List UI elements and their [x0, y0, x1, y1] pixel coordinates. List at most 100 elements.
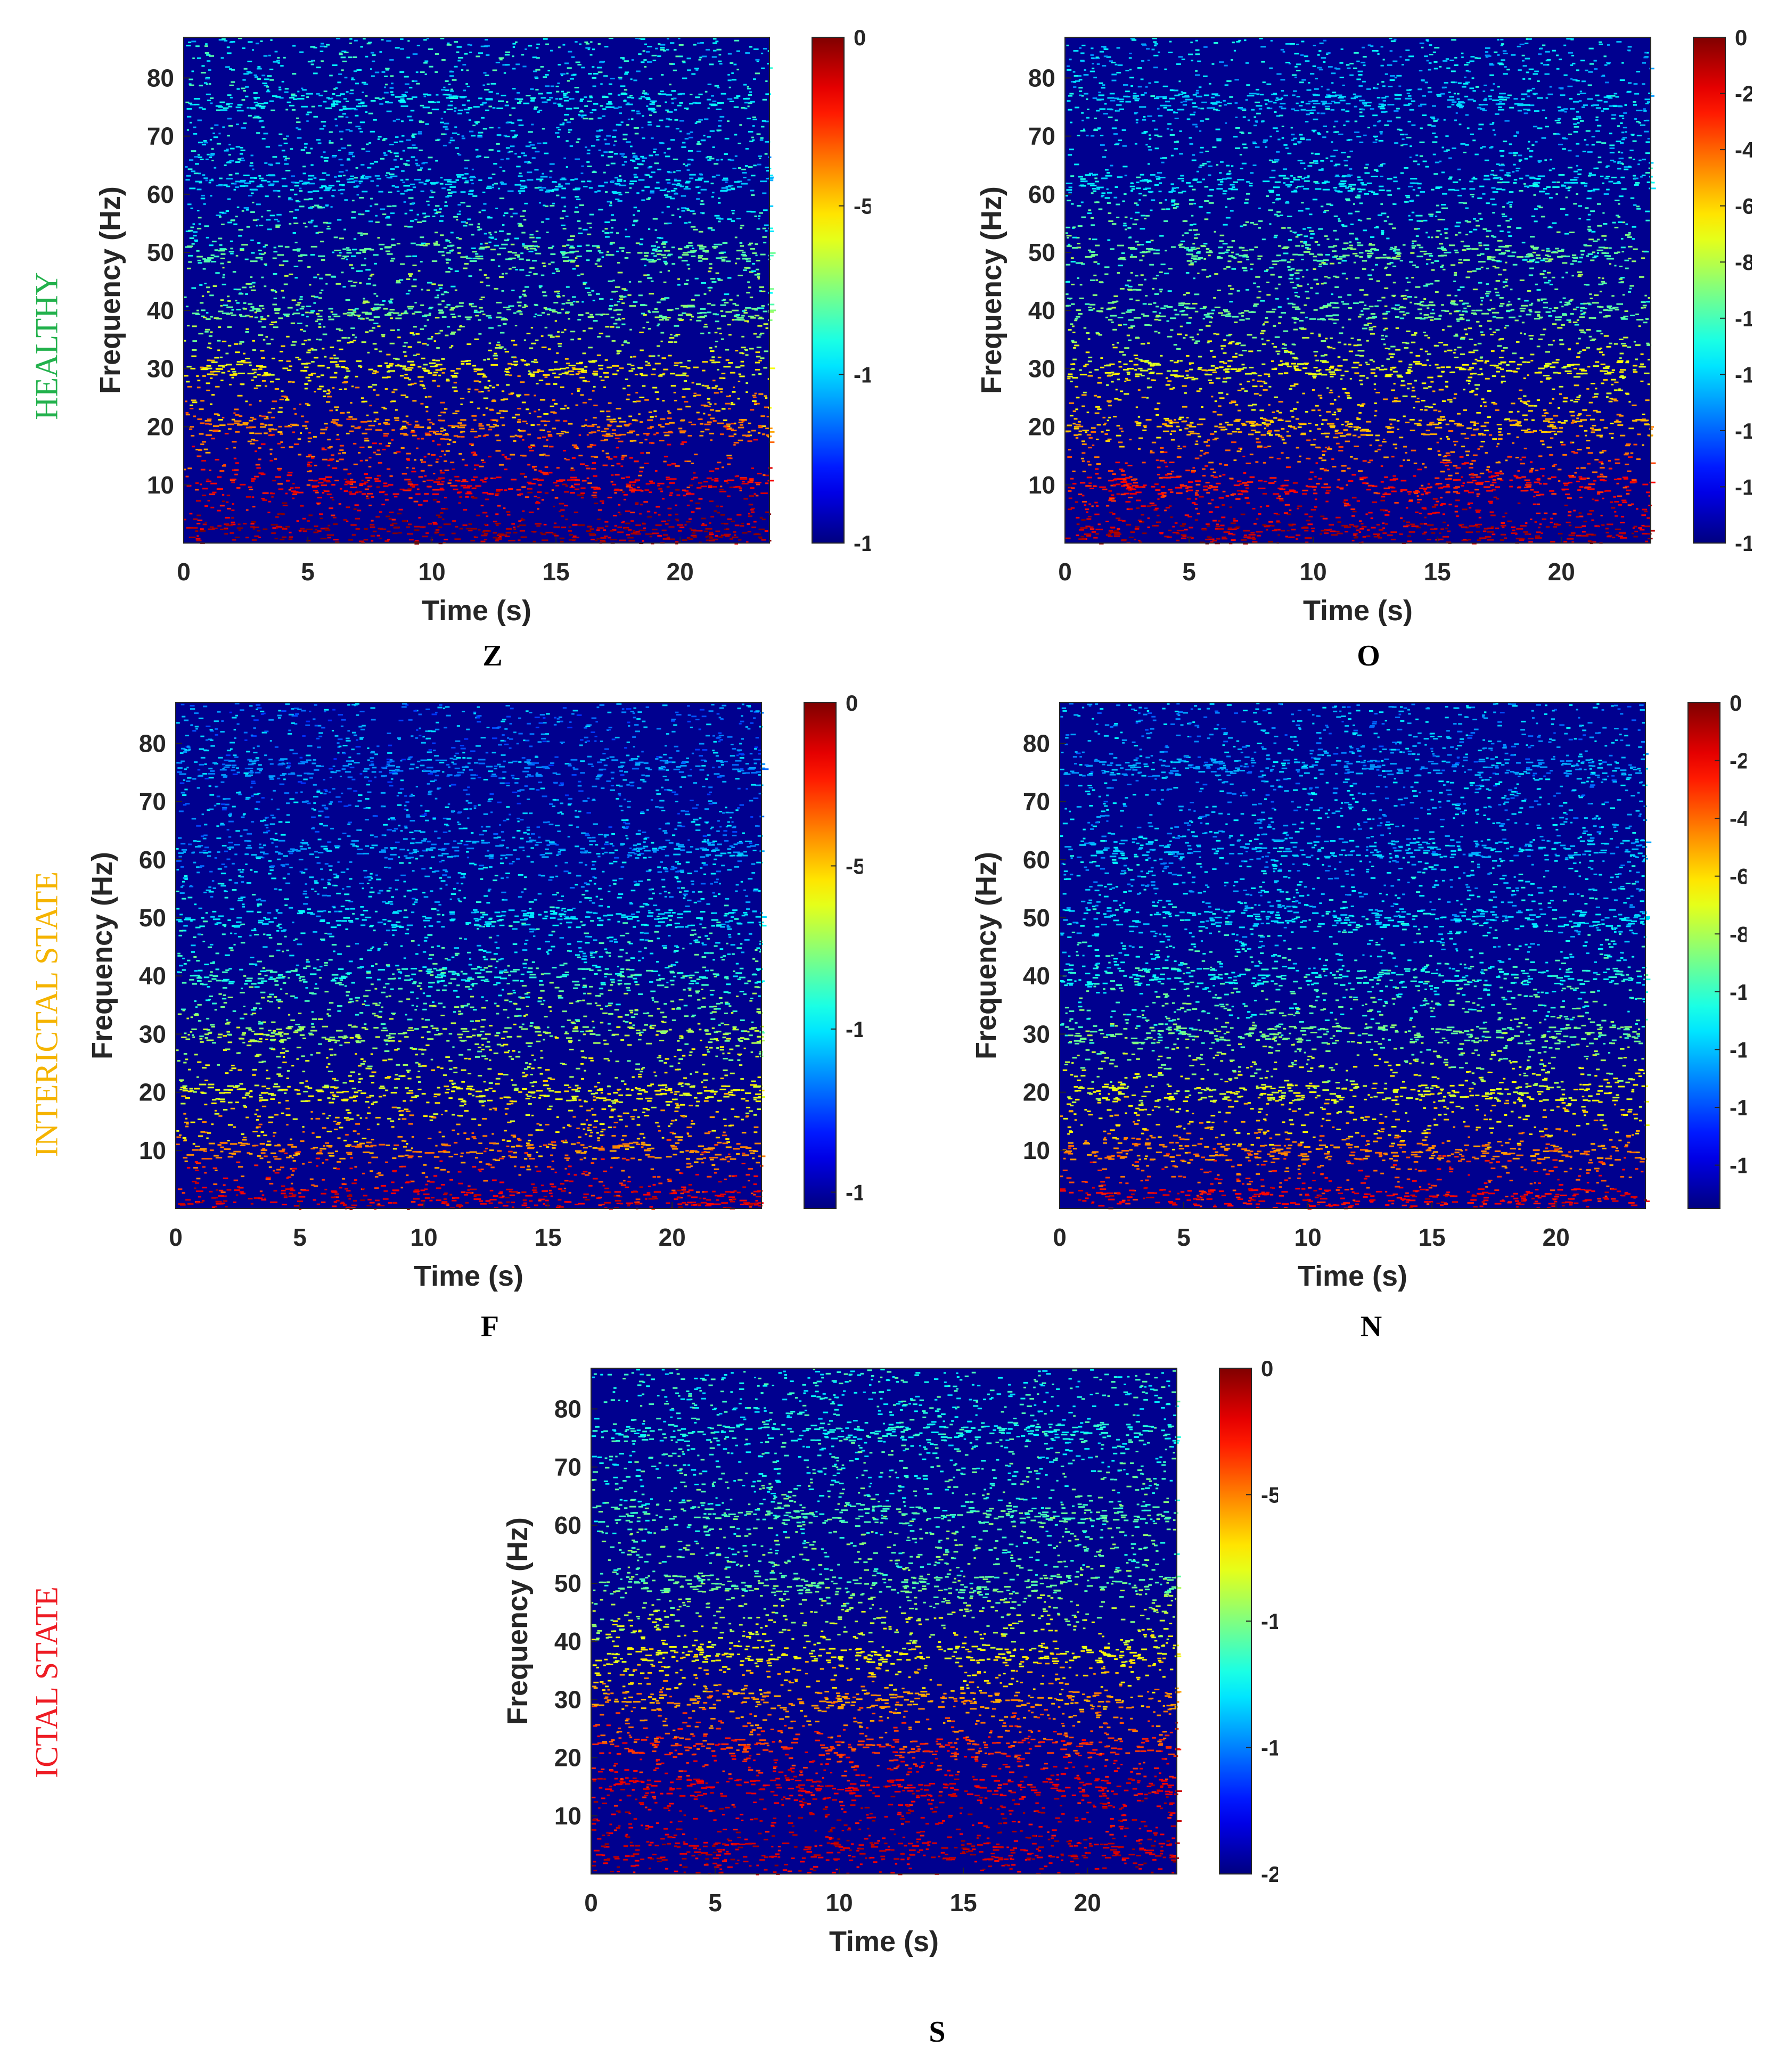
colorbar-tick-label: 0 — [846, 695, 858, 716]
plot-frame — [183, 37, 770, 544]
x-tick-label: 20 — [1074, 1889, 1101, 1917]
colorbar-tick-label: -60 — [1730, 864, 1747, 889]
row-label-ictal: ICTAL STATE — [29, 1586, 65, 1778]
panel-caption-s: S — [929, 2015, 945, 2049]
x-axis-label: Time (s) — [1303, 595, 1413, 627]
colorbar-tick-label: -150 — [854, 531, 871, 556]
band-mark — [1065, 1025, 1643, 1045]
band-mark — [181, 1025, 765, 1045]
colorbar-tick-label: -100 — [1735, 306, 1752, 331]
y-tick-label: 20 — [1023, 1079, 1050, 1106]
y-tick-label: 50 — [139, 904, 166, 932]
panel-caption-o: O — [1357, 639, 1380, 673]
y-tick-label: 10 — [1023, 1137, 1050, 1164]
band-mark — [599, 1778, 1182, 1797]
y-tick-label: 30 — [147, 355, 174, 382]
colorbar-tick-label: -120 — [1735, 362, 1752, 387]
y-tick-label: 70 — [554, 1453, 581, 1481]
band-mark — [1070, 476, 1656, 496]
band-mark — [185, 174, 774, 193]
x-tick-label: 0 — [169, 1223, 183, 1251]
y-tick-label: 20 — [147, 413, 174, 441]
x-tick-label: 15 — [1419, 1223, 1446, 1251]
panel-caption-n: N — [1361, 1310, 1382, 1344]
y-tick-label: 10 — [554, 1802, 581, 1830]
spectrogram-svg: 0 5 10 15 20 10 20 30 40 50 60 70 80 Time (s) Frequenc… — [94, 25, 898, 627]
x-tick-label: 5 — [708, 1889, 722, 1917]
x-tick-label: 5 — [1182, 558, 1196, 586]
band-mark — [180, 1083, 765, 1103]
y-axis-label: Frequency (Hz) — [980, 186, 1007, 394]
band-mark — [593, 1842, 1180, 1861]
plot-frame — [1064, 37, 1651, 544]
band-mark — [1066, 301, 1649, 321]
band-mark — [599, 1574, 1181, 1594]
x-tick-label: 15 — [1424, 558, 1451, 586]
y-tick-label: 50 — [1028, 239, 1055, 266]
band-mark — [1068, 1083, 1650, 1103]
band-mark — [184, 360, 775, 379]
x-tick-label: 5 — [301, 558, 315, 586]
band-mark — [1060, 967, 1651, 986]
x-tick-label: 15 — [535, 1223, 562, 1251]
y-tick-label: 50 — [1023, 904, 1050, 932]
x-tick-label: 5 — [293, 1223, 307, 1251]
y-tick-label: 60 — [1023, 846, 1050, 874]
band-mark — [1063, 758, 1642, 777]
band-mark — [186, 476, 774, 496]
band-mark — [185, 243, 776, 263]
y-tick-label: 60 — [554, 1511, 581, 1539]
panel-caption-z: Z — [482, 639, 502, 673]
band-mark — [1067, 92, 1652, 112]
y-tick-label: 30 — [139, 1020, 166, 1048]
colorbar-tick-label: -180 — [1735, 531, 1752, 556]
x-tick-label: 20 — [667, 558, 694, 586]
plot-frame — [591, 1368, 1177, 1874]
y-tick-label: 30 — [554, 1685, 581, 1713]
spectrogram-panel-z: 0 5 10 15 20 10 20 30 40 50 60 70 80 Time (s) Frequenc… — [94, 25, 898, 636]
band-mark — [1060, 1188, 1638, 1207]
colorbar-tick-label: -20 — [1735, 81, 1752, 106]
x-axis-label: Time (s) — [422, 595, 531, 627]
band-mark — [1066, 244, 1638, 263]
plot-frame — [175, 702, 762, 1209]
x-tick-label: 20 — [1543, 1223, 1570, 1251]
band-mark — [1064, 839, 1652, 858]
colorbar-tick-label: -50 — [854, 194, 871, 219]
colorbar-tick-label: -40 — [1735, 137, 1752, 162]
x-axis-label: Time (s) — [829, 1926, 939, 1958]
colorbar-tick-label: -160 — [1735, 474, 1752, 499]
band-mark — [592, 1504, 1179, 1524]
band-mark — [1067, 360, 1650, 379]
y-tick-label: 80 — [554, 1395, 581, 1423]
speckle-layer — [591, 1368, 1182, 1876]
y-tick-label: 40 — [554, 1627, 581, 1655]
speckle-layer — [1060, 703, 1650, 1210]
y-tick-label: 60 — [139, 846, 166, 874]
y-tick-label: 30 — [1023, 1020, 1050, 1048]
plot-frame — [1059, 702, 1646, 1209]
spectrogram-panel-n: 0 5 10 15 20 10 20 30 40 50 60 70 80 Time (s) Frequenc… — [970, 690, 1774, 1302]
x-tick-label: 15 — [950, 1889, 977, 1917]
band-mark — [177, 758, 769, 777]
band-mark — [178, 839, 765, 859]
colorbar-tick-label: -100 — [1730, 980, 1747, 1005]
speckle-layer — [176, 703, 766, 1210]
colorbar-tick-label: -50 — [1261, 1483, 1278, 1508]
y-tick-label: 50 — [554, 1569, 581, 1597]
x-tick-label: 10 — [1300, 558, 1327, 586]
spectrogram-svg: 0 5 10 15 20 10 20 30 40 50 60 70 80 Time (s) Frequenc… — [502, 1356, 1306, 1958]
panel-caption-f: F — [481, 1310, 499, 1344]
y-tick-label: 40 — [139, 962, 166, 990]
band-mark — [188, 93, 772, 112]
colorbar-tick-label: -200 — [1261, 1862, 1278, 1887]
y-tick-label: 10 — [1028, 471, 1055, 499]
x-axis-label: Time (s) — [414, 1260, 523, 1292]
row-label-healthy: HEALTHY — [29, 272, 65, 420]
colorbar-tick-label: 0 — [1261, 1360, 1273, 1381]
y-tick-label: 60 — [1028, 180, 1055, 208]
x-tick-label: 10 — [1294, 1223, 1322, 1251]
colorbar-tick-label: -60 — [1735, 194, 1752, 219]
colorbar-tick-label: -150 — [1261, 1736, 1278, 1761]
spectrogram-svg: 0 5 10 15 20 10 20 30 40 50 60 70 80 Time (s) Frequenc… — [970, 690, 1774, 1292]
